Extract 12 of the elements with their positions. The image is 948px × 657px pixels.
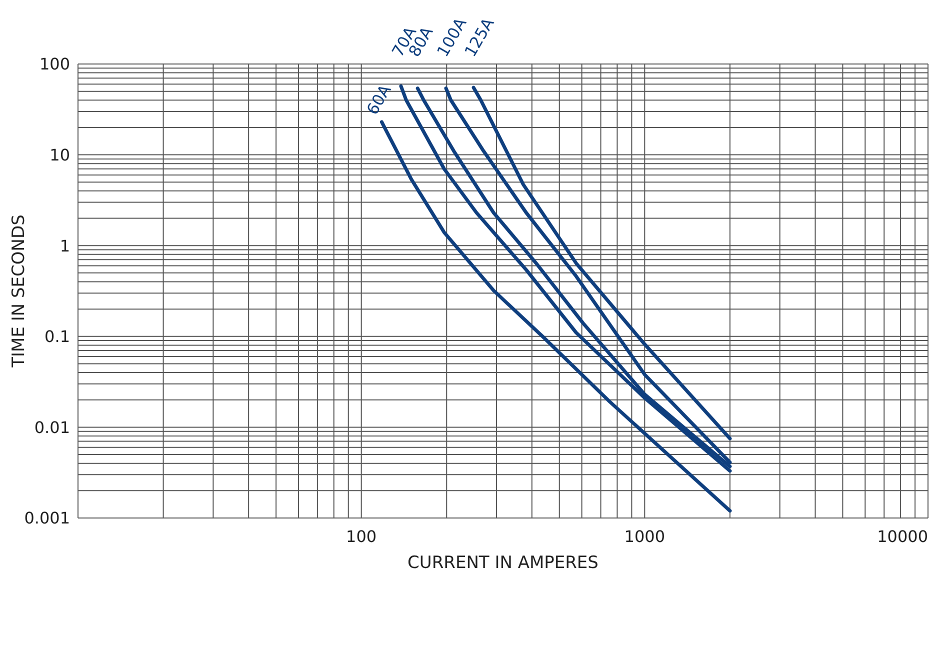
y-axis-title: TIME IN SECONDS <box>9 214 30 368</box>
y-tick-label: 0.01 <box>34 418 70 437</box>
y-tick-label: 0.001 <box>24 508 70 528</box>
x-tick-label: 1000 <box>624 527 666 546</box>
y-tick-label: 1 <box>60 236 70 256</box>
x-tick-label: 10000 <box>877 527 928 546</box>
y-tick-label: 100 <box>39 54 70 74</box>
x-axis-title: CURRENT IN AMPERES <box>408 553 598 573</box>
x-tick-label: 100 <box>346 527 377 546</box>
y-tick-label: 0.1 <box>44 327 70 346</box>
y-tick-label: 10 <box>50 145 70 164</box>
text: 60A <box>362 81 395 118</box>
